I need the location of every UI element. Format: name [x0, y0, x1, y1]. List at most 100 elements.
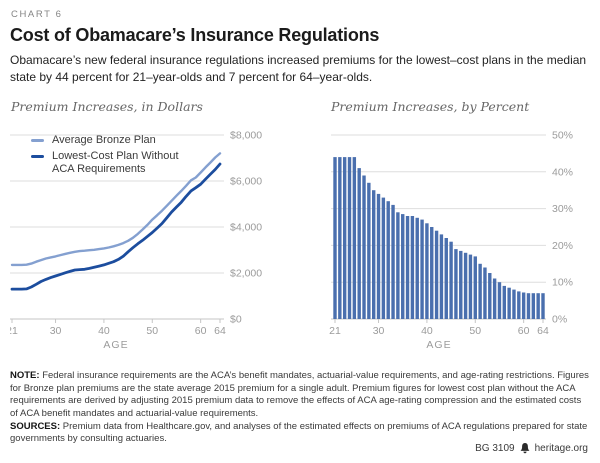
x-axis-label: AGE [103, 339, 128, 351]
bar-age-38 [415, 217, 419, 319]
bar-age-27 [362, 175, 366, 319]
lowest-cost-line-swatch [31, 154, 44, 158]
legend-item-bronze: Average Bronze Plan [31, 134, 202, 147]
line-average-bronze-plan [10, 151, 222, 266]
percent-chart-area: 0% 10% 20% 30% 40% 50% 21 30 40 50 60 64 AGE [322, 123, 590, 360]
bar-age-41 [430, 226, 434, 319]
bar-age-57 [507, 287, 511, 319]
bar-age-59 [517, 291, 521, 319]
charts-row: Premium Increases, in Dollars $0 $2,000 $4… [6, 98, 590, 360]
x-tick-label: 30 [50, 325, 62, 337]
bar-age-64 [541, 292, 545, 319]
x-axis-label: AGE [426, 339, 451, 351]
bar-age-46 [454, 248, 458, 319]
percent-chart-title: Premium Increases, by Percent [331, 98, 530, 114]
bar-age-22 [338, 156, 342, 319]
bar-age-63 [536, 292, 540, 319]
chart-kicker: CHART 6 [11, 9, 63, 20]
sources-text: Premium data from Healthcare.gov, and an… [10, 420, 588, 445]
legend-label-bronze: Average Bronze Plan [52, 133, 156, 146]
y-tick-label: 0% [552, 313, 567, 325]
bar-age-52 [483, 267, 487, 319]
bar-age-31 [381, 197, 386, 319]
website-text: heritage.org [534, 443, 588, 454]
page-title: Cost of Obamacare’s Insurance Regulation… [10, 25, 380, 45]
line-lowest-cost-plan-without-aca [10, 162, 222, 291]
bar-age-28 [367, 182, 371, 319]
y-tick-label: 10% [552, 276, 573, 288]
bar-age-48 [463, 252, 468, 319]
bar-age-36 [405, 215, 410, 319]
bar-age-61 [526, 292, 531, 319]
x-tick-label: 40 [421, 325, 433, 337]
bar-age-44 [444, 237, 448, 319]
dollars-chart-area: $0 $2,000 $4,000 $6,000 $8,000 21 30 40 50 60 64 AG… [6, 123, 302, 360]
legend-label-lowest-cost: Lowest-Cost Plan Without ACA Requirement… [52, 149, 179, 176]
x-tick-label: 60 [518, 325, 530, 337]
page-footer: BG 3109 heritage.org [475, 443, 588, 454]
dollars-chart-panel: Premium Increases, in Dollars $0 $2,000 $4… [6, 98, 302, 360]
footnotes: NOTE: Federal insurance requirements are… [10, 370, 590, 446]
bar-age-55 [497, 281, 502, 319]
y-tick-label: 40% [552, 166, 573, 178]
x-tick-label: 50 [469, 325, 481, 337]
percent-bar-chart: 0% 10% 20% 30% 40% 50% 21 30 40 50 60 64 AGE [329, 129, 573, 351]
bar-age-21 [333, 156, 337, 319]
sources-label: SOURCES: [10, 420, 61, 432]
bar-age-49 [468, 254, 473, 319]
dollars-line-chart: $0 $2,000 $4,000 $6,000 $8,000 21 30 40 50 60 64 AG… [6, 129, 262, 351]
y-tick-label: $8,000 [230, 129, 262, 141]
sources-paragraph: SOURCES: Premium data from Healthcare.go… [10, 421, 590, 446]
bar-age-30 [376, 193, 381, 319]
chart-legend: Average Bronze Plan Lowest-Cost Plan Wit… [31, 134, 202, 180]
bar-age-62 [531, 292, 536, 319]
percent-chart-panel: Premium Increases, by Percent 0% 10% 20% 30… [322, 99, 590, 360]
bar-age-45 [449, 241, 453, 319]
bar-age-37 [410, 215, 415, 319]
dollars-chart-title: Premium Increases, in Dollars [11, 98, 203, 114]
y-tick-label: $0 [230, 313, 242, 325]
bar-age-53 [488, 272, 492, 319]
x-tick-label: 64 [214, 325, 226, 337]
x-tick-label: 64 [537, 325, 549, 337]
bar-age-23 [342, 156, 347, 319]
bar-age-42 [434, 230, 439, 319]
chart-subtitle: Obamacare’s new federal insurance regula… [10, 53, 587, 85]
bar-age-33 [391, 204, 395, 319]
y-tick-label: 20% [552, 240, 573, 252]
y-tick-label: 50% [552, 129, 573, 141]
bar-age-29 [372, 189, 376, 319]
note-text: Federal insurance requirements are the A… [10, 369, 589, 419]
x-tick-label: 50 [146, 325, 158, 337]
bar-age-51 [478, 263, 482, 319]
x-tick-label: 21 [10, 325, 18, 337]
y-tick-label: $4,000 [230, 221, 262, 233]
y-tick-label: $6,000 [230, 175, 262, 187]
bar-age-47 [459, 250, 463, 319]
bar-age-35 [401, 213, 405, 319]
bronze-line-swatch [31, 138, 44, 142]
bar-age-60 [521, 292, 526, 319]
bar-age-39 [420, 219, 424, 319]
bar-age-40 [425, 223, 429, 319]
bar-age-50 [473, 256, 477, 319]
bar-age-58 [512, 289, 516, 319]
legend-item-lowest-cost: Lowest-Cost Plan Without ACA Requirement… [31, 150, 202, 176]
heritage-logo-icon [520, 443, 530, 454]
bar-age-43 [439, 234, 444, 319]
x-tick-label: 30 [373, 325, 385, 337]
x-tick-label: 21 [329, 325, 341, 337]
bar-age-25 [352, 156, 357, 319]
bar-age-24 [347, 156, 352, 319]
y-tick-label: $2,000 [230, 267, 262, 279]
bar-age-32 [386, 200, 390, 319]
x-tick-label: 40 [98, 325, 110, 337]
bar-age-54 [492, 278, 497, 319]
x-tick-label: 60 [195, 325, 207, 337]
note-paragraph: NOTE: Federal insurance requirements are… [10, 370, 590, 421]
note-label: NOTE: [10, 369, 40, 381]
bar-age-34 [396, 212, 400, 319]
document-id: BG 3109 [475, 443, 515, 454]
bar-age-26 [357, 167, 361, 319]
